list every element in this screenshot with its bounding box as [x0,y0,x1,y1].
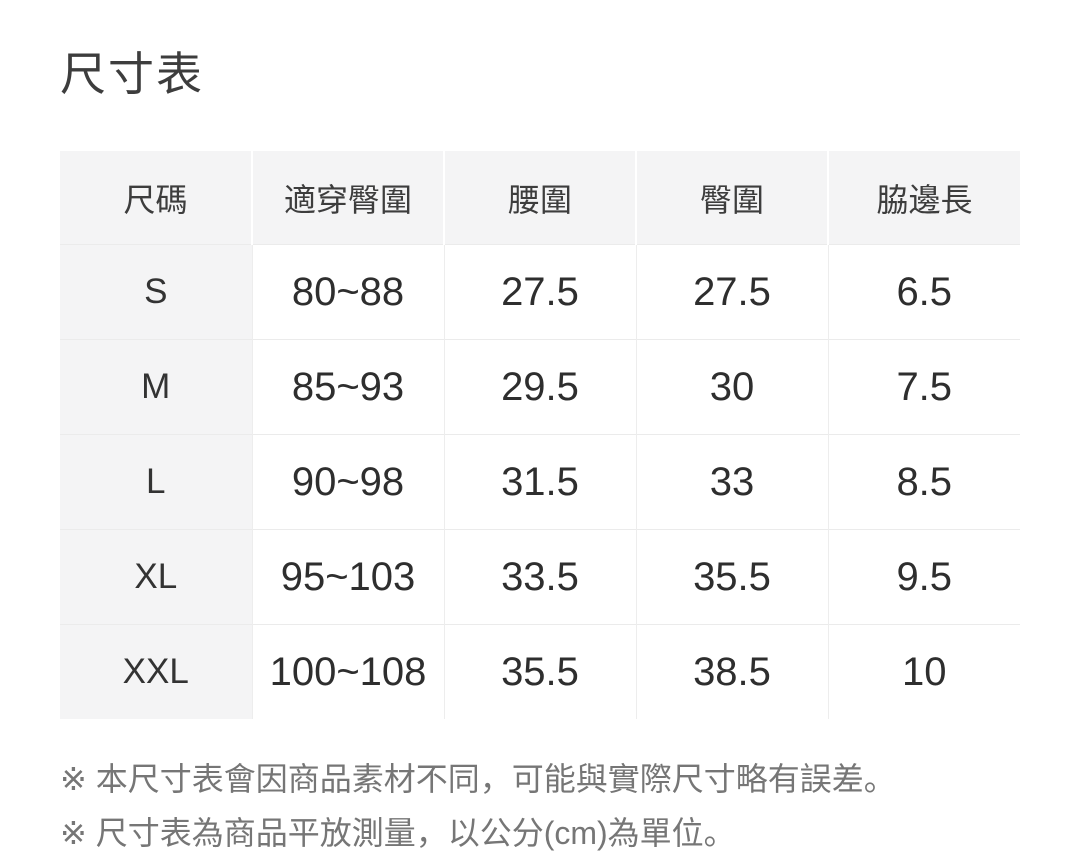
measurement-cell: 6.5 [827,244,1020,340]
column-header-side-length: 脇邊長 [827,151,1020,245]
page-title: 尺寸表 [60,48,204,100]
measurement-cell: 8.5 [827,434,1020,530]
measurement-cell: 38.5 [635,624,828,719]
footnotes: ※ 本尺寸表會因商品素材不同，可能與實際尺寸略有誤差。 ※ 尺寸表為商品平放測量… [60,752,1020,857]
size-label-cell: S [60,244,252,340]
measurement-cell: 31.5 [443,434,636,530]
size-row-l: L 90~98 31.5 33 8.5 [60,434,1020,530]
column-header-size: 尺碼 [60,151,252,245]
column-header-waist: 腰圍 [443,151,636,245]
measurement-cell: 100~108 [251,624,444,719]
measurement-cell: 35.5 [443,624,636,719]
measurement-cell: 29.5 [443,339,636,435]
measurement-cell: 10 [827,624,1020,719]
measurement-cell: 90~98 [251,434,444,530]
footnote-measurement-unit: ※ 尺寸表為商品平放測量，以公分(cm)為單位。 [60,815,736,851]
size-table-body: S 80~88 27.5 27.5 6.5 M 85~93 29.5 30 7.… [60,244,1020,719]
size-label-cell: L [60,434,252,530]
measurement-cell: 33.5 [443,529,636,625]
measurement-cell: 9.5 [827,529,1020,625]
measurement-cell: 33 [635,434,828,530]
size-label-cell: XL [60,529,252,625]
footnote-material-disclaimer: ※ 本尺寸表會因商品素材不同，可能與實際尺寸略有誤差。 [60,761,896,797]
measurement-cell: 27.5 [443,244,636,340]
size-label-cell: M [60,339,252,435]
measurement-cell: 95~103 [251,529,444,625]
column-header-hip: 臀圍 [635,151,828,245]
size-row-s: S 80~88 27.5 27.5 6.5 [60,244,1020,340]
measurement-cell: 27.5 [635,244,828,340]
header-row: 尺碼 適穿臀圍 腰圍 臀圍 脇邊長 [60,151,1020,245]
measurement-cell: 30 [635,339,828,435]
size-row-m: M 85~93 29.5 30 7.5 [60,339,1020,435]
measurement-cell: 35.5 [635,529,828,625]
size-label-cell: XXL [60,624,252,719]
size-table-header: 尺碼 適穿臀圍 腰圍 臀圍 脇邊長 [60,151,1020,245]
size-row-xxl: XXL 100~108 35.5 38.5 10 [60,624,1020,719]
measurement-cell: 85~93 [251,339,444,435]
size-row-xl: XL 95~103 33.5 35.5 9.5 [60,529,1020,625]
column-header-fit-hip: 適穿臀圍 [251,151,444,245]
measurement-cell: 80~88 [251,244,444,340]
measurement-cell: 7.5 [827,339,1020,435]
size-table: 尺碼 適穿臀圍 腰圍 臀圍 脇邊長 S 80~88 27.5 27.5 6.5 … [60,151,1020,719]
